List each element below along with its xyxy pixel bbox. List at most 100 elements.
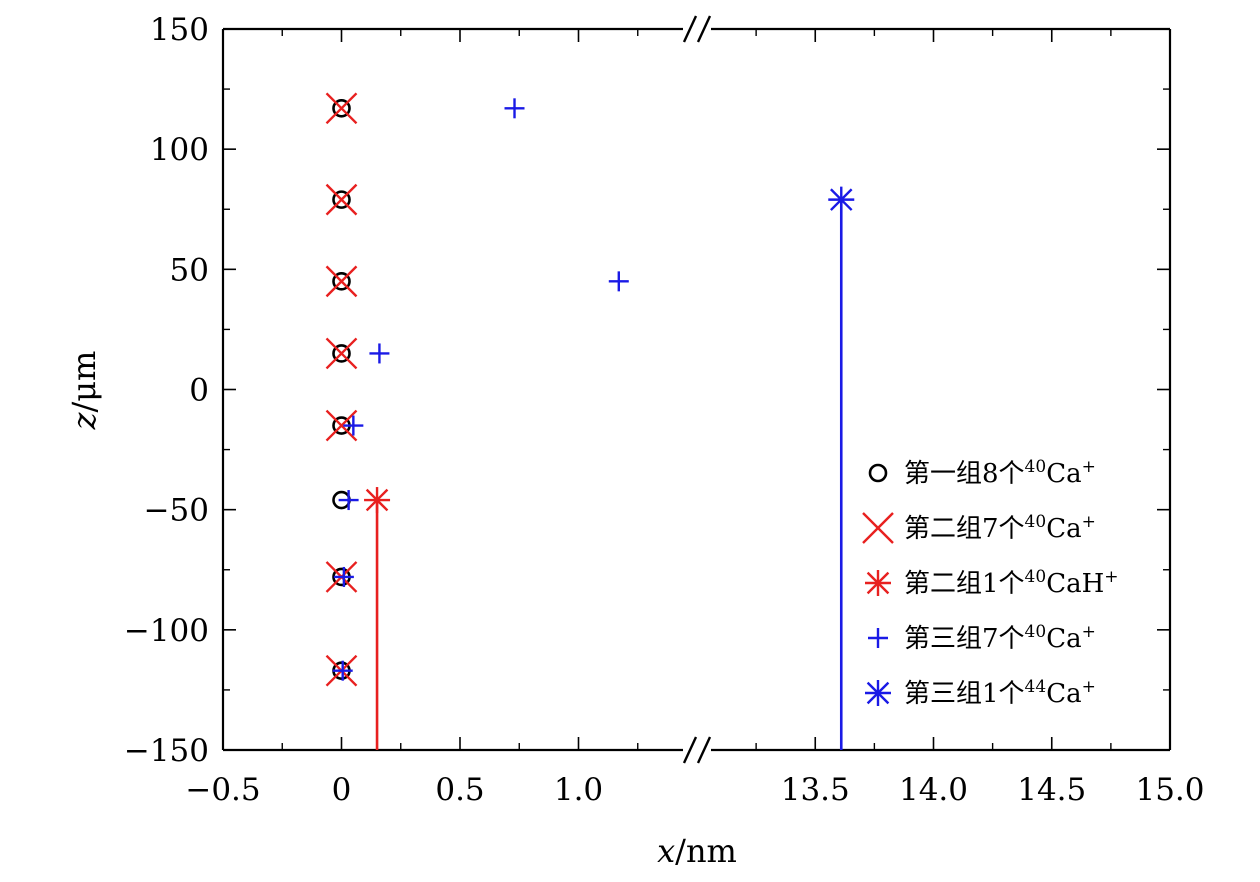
- series-4-point: [343, 415, 364, 436]
- x-axis-unit: /nm: [675, 832, 737, 870]
- y-tick-label: 50: [170, 252, 209, 288]
- series-4: [332, 98, 629, 681]
- legend-label-part: 第二组1个: [904, 569, 1025, 599]
- legend-label-part: Ca: [1046, 679, 1081, 709]
- legend-label-part: 第一组8个: [904, 459, 1025, 489]
- x-tick-label: 15.0: [1135, 772, 1204, 808]
- legend-marker-shape: [868, 463, 888, 483]
- legend-label: 第一组8个40Ca+: [904, 457, 1096, 489]
- series-4-point: [369, 343, 390, 364]
- series-5: [828, 186, 855, 750]
- legend-label-part: Ca: [1046, 459, 1081, 489]
- legend-label-part: 40: [1025, 622, 1047, 642]
- top-axis-break-mark: [682, 15, 698, 43]
- series-1-point: [332, 344, 351, 363]
- series-2-point-stroke: [325, 337, 358, 370]
- legend-label-part: +: [1082, 512, 1096, 532]
- legend-label-part: +: [1082, 677, 1096, 697]
- top-axis-break-mark: [696, 15, 712, 43]
- legend-item: 第二组1个40CaH+: [865, 567, 1119, 599]
- y-axis-unit: /μm: [65, 351, 103, 413]
- legend-item: 第三组1个44Ca+: [865, 677, 1096, 709]
- plot-frame: [221, 15, 1172, 764]
- series-5-point-stroke: [830, 188, 853, 211]
- x-tick-label: 13.5: [781, 772, 850, 808]
- legend-label-part: +: [1104, 567, 1118, 587]
- legend-label-part: 第三组1个: [904, 679, 1025, 709]
- x-axis-var: x: [657, 832, 675, 870]
- series-4-point: [333, 566, 354, 587]
- series-2-point: [325, 92, 358, 125]
- series-2-point: [325, 409, 358, 442]
- y-tick-label: 100: [150, 132, 209, 168]
- series-1-point-shape: [332, 272, 351, 291]
- series-2: [325, 92, 358, 687]
- data-marks: [325, 92, 855, 750]
- y-tick-label: −50: [144, 493, 209, 529]
- legend-label-part: Ca: [1046, 624, 1081, 654]
- legend: 第一组8个40Ca+第二组7个40Ca+第二组1个40CaH+第三组7个40Ca…: [862, 457, 1119, 709]
- series-1-point-shape: [332, 99, 351, 118]
- legend-label: 第二组7个40Ca+: [904, 512, 1096, 544]
- series-2-point-stroke: [325, 265, 358, 298]
- x-tick-label: 1.0: [554, 772, 603, 808]
- series-5-point: [828, 186, 855, 213]
- series-4-point: [504, 98, 525, 119]
- y-axis-label: z/μm: [65, 351, 103, 431]
- x-tick-label: 14.5: [1017, 772, 1086, 808]
- x-tick-label: 14.0: [899, 772, 968, 808]
- tick-labels: −0.5 0 0.5 1.0 13.5 14.0 14.5 15.0 150 100 50 0 −50 −…: [124, 12, 1205, 808]
- series-1: [332, 99, 351, 680]
- legend-label-part: 40: [1025, 512, 1047, 532]
- series-2-point: [325, 337, 358, 370]
- legend-label-part: +: [1082, 622, 1096, 642]
- legend-label-part: 40: [1025, 457, 1047, 477]
- legend-label-part: 第三组7个: [904, 624, 1025, 654]
- series-2-point: [325, 183, 358, 216]
- series-4-point: [332, 660, 353, 681]
- legend-label-part: Ca: [1046, 514, 1081, 544]
- series-1-point: [332, 272, 351, 291]
- legend-label: 第二组1个40CaH+: [904, 567, 1119, 599]
- legend-label-part: +: [1082, 457, 1096, 477]
- legend-label-part: 44: [1025, 677, 1047, 697]
- legend-marker-stroke: [866, 681, 890, 705]
- legend-label: 第三组7个40Ca+: [904, 622, 1096, 654]
- legend-label-part: 第二组7个: [904, 514, 1025, 544]
- x-tick-label: 0.5: [435, 772, 484, 808]
- series-2-point: [325, 265, 358, 298]
- legend-marker: [865, 570, 891, 596]
- x-tick-label: −0.5: [185, 772, 260, 808]
- legend-marker-stroke: [866, 571, 890, 595]
- series-1-point: [332, 99, 351, 118]
- series-4-point: [338, 490, 359, 511]
- series-2-point-stroke: [325, 183, 358, 216]
- y-tick-label: −150: [124, 733, 209, 769]
- axis-ticks: [222, 28, 1171, 751]
- legend-marker-stroke: [862, 512, 894, 544]
- y-tick-label: 150: [150, 12, 209, 48]
- bottom-axis-break-mark: [696, 736, 712, 764]
- legend-label-part: 40: [1025, 567, 1047, 587]
- legend-label-part: CaH: [1046, 569, 1104, 599]
- series-3-point: [364, 487, 391, 514]
- legend-marker: [868, 463, 888, 483]
- y-tick-label: −100: [124, 613, 209, 649]
- legend-item: 第二组7个40Ca+: [862, 512, 1096, 544]
- bottom-axis-break-mark: [682, 736, 698, 764]
- series-1-point: [332, 190, 351, 209]
- series-2-point-stroke: [325, 92, 358, 125]
- y-axis-var: z: [65, 411, 103, 430]
- series-1-point-shape: [332, 344, 351, 363]
- series-3: [364, 487, 391, 750]
- x-axis-label: x/nm: [657, 832, 737, 870]
- series-3-point-stroke: [365, 488, 389, 512]
- series-2-point-stroke: [325, 409, 358, 442]
- legend-item: 第三组7个40Ca+: [868, 622, 1096, 654]
- series-1-point-shape: [332, 190, 351, 209]
- y-tick-label: 0: [189, 373, 209, 409]
- legend-label: 第三组1个44Ca+: [904, 677, 1096, 709]
- legend-marker: [868, 628, 888, 648]
- legend-item: 第一组8个40Ca+: [868, 457, 1096, 489]
